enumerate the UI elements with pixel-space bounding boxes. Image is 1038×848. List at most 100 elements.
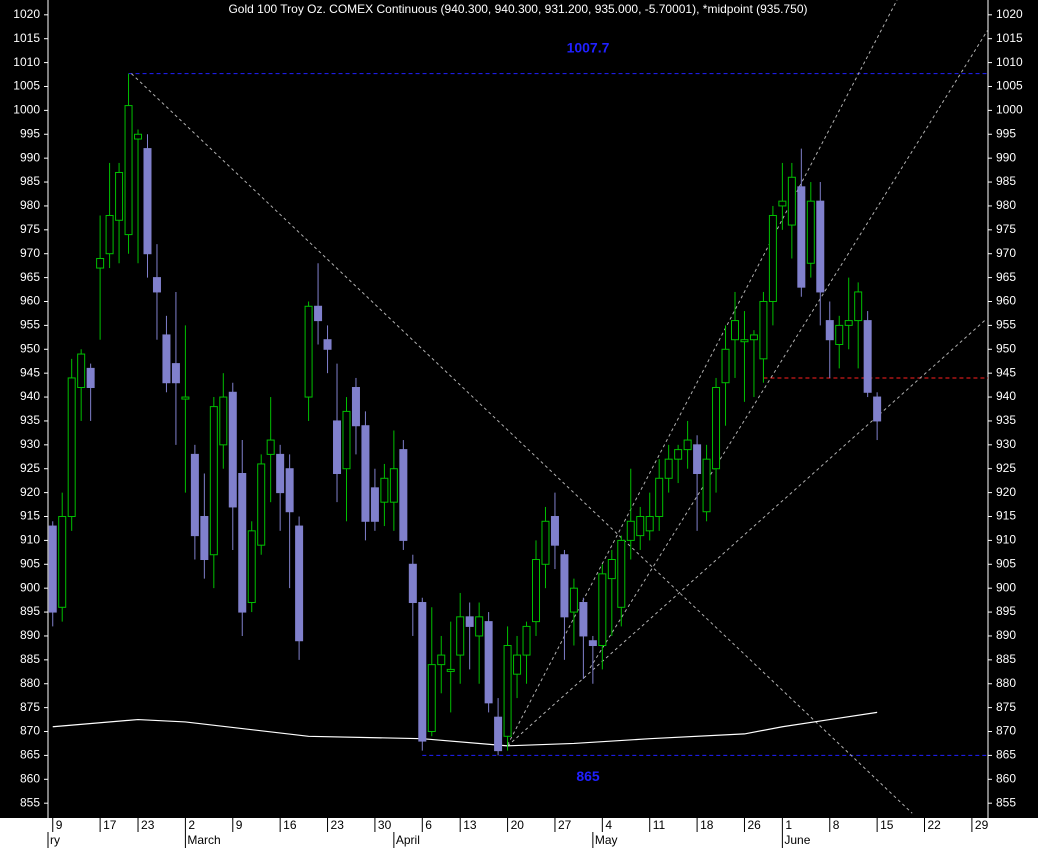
trendline [507,0,898,746]
y-tick-label: 860 [996,771,1016,785]
candle-body [513,654,522,675]
candle-body [351,386,360,427]
x-tick-label: 16 [283,818,297,832]
candle-body [370,487,379,522]
candle-body [787,176,796,226]
candle-body [759,300,768,360]
candle-body [96,257,105,269]
y-tick-label: 905 [996,556,1016,570]
y-tick-label: 985 [996,174,1016,188]
candle-body [494,716,503,752]
candle-body [541,520,550,565]
candle-body [778,200,787,207]
candle-body [389,468,398,503]
x-tick-label: 15 [880,818,894,832]
candle-body [693,444,702,475]
candle-body [67,377,76,518]
y-tick-label: 1015 [13,31,40,45]
candle-body [626,520,635,541]
trendline [507,319,986,747]
y-tick-label: 965 [996,270,1016,284]
candle-body [854,291,863,322]
x-tick-label: 11 [653,818,666,832]
candle-body [418,602,427,742]
y-tick-label: 935 [996,413,1016,427]
x-tick-label: 4 [605,818,612,832]
candle-body [816,200,825,293]
candle-body [58,516,67,608]
y-tick-label: 885 [20,652,40,666]
candle-body [740,339,749,343]
y-tick-label: 1010 [13,55,40,69]
candle-body [863,320,872,393]
candle-body [266,439,275,455]
x-tick-label: 20 [511,818,525,832]
moving-average [52,711,878,747]
candle-body [285,468,294,513]
candle-body [48,525,57,613]
candle-body [674,449,683,460]
candle-body [569,587,578,613]
y-tick-label: 945 [20,365,40,379]
x-tick-label: 13 [463,818,477,832]
candle-body [588,640,597,647]
x-tick-label: 29 [975,818,989,832]
candle-body [825,320,834,341]
y-tick-label: 920 [996,485,1016,499]
candle-body [77,353,86,388]
y-tick-label: 1020 [996,7,1023,21]
y-tick-label: 1005 [13,79,40,93]
y-tick-label: 980 [996,198,1016,212]
candle-body [664,458,673,479]
candle-body [456,616,465,656]
candle-body [323,339,332,350]
y-tick-label: 855 [20,795,40,809]
y-tick-label: 945 [996,365,1016,379]
y-tick-label: 915 [996,509,1016,523]
candle-body [465,616,474,627]
candle-body [607,559,616,580]
candle-body [228,391,237,508]
month-label: May [595,833,618,847]
y-tick-label: 995 [20,126,40,140]
candle-body [152,277,161,293]
x-tick-label: 8 [833,818,840,832]
y-tick-label: 865 [996,748,1016,762]
candle-body [475,616,484,637]
candle-body [219,396,228,446]
candle-body [835,324,844,345]
candle-body [484,621,493,704]
candle-body [749,334,758,341]
chart-title: Gold 100 Troy Oz. COMEX Continuous (940.… [228,2,807,16]
y-tick-label: 900 [20,580,40,594]
candle-body [712,386,721,470]
candle-body [560,554,569,618]
x-tick-label: 6 [425,818,432,832]
y-tick-label: 920 [20,485,40,499]
x-tick-label: 9 [236,818,243,832]
x-axis-strip [0,818,1038,848]
candle-body [86,367,95,388]
y-tick-label: 935 [20,413,40,427]
candle-body [134,133,143,140]
candle-body [399,449,408,541]
month-label: March [187,833,220,847]
candle-body [200,516,209,561]
y-tick-label: 1005 [996,79,1023,93]
y-tick-label: 880 [20,676,40,690]
x-tick-label: 18 [700,818,714,832]
candle-body [276,453,285,494]
candle-body [124,105,133,236]
month-label: April [396,833,420,847]
candle-body [721,348,730,384]
y-tick-label: 965 [20,270,40,284]
candle-body [437,654,446,666]
y-tick-label: 955 [996,318,1016,332]
candle-body [257,463,266,546]
candle-body [503,645,512,737]
y-tick-label: 970 [996,246,1016,260]
y-tick-label: 895 [20,604,40,618]
y-tick-label: 980 [20,198,40,212]
